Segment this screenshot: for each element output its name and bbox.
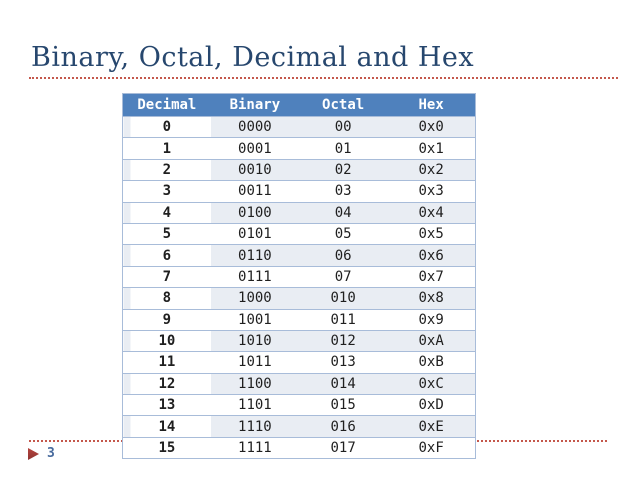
table-row: 14 1110 016 0xE — [122, 415, 476, 438]
conversion-table: Decimal Binary Octal Hex 0 0000 00 0x0 1 0001… — [122, 93, 476, 460]
cell-hex: 0x9 — [387, 309, 476, 331]
cell-octal: 010 — [299, 287, 388, 310]
cell-binary: 1100 — [210, 373, 299, 396]
cell-binary: 0111 — [210, 266, 299, 289]
cell-binary: 1000 — [210, 287, 299, 310]
cell-binary: 0011 — [210, 180, 299, 203]
table-row: 3 0011 03 0x3 — [122, 180, 476, 203]
cell-decimal: 12 — [122, 373, 211, 396]
page-marker-triangle-icon — [28, 447, 39, 460]
cell-hex: 0xB — [387, 351, 476, 374]
table-row: 0 0000 00 0x0 — [122, 116, 476, 139]
page-footer: 3 — [27, 446, 55, 461]
cell-octal: 00 — [299, 116, 388, 139]
cell-hex: 0x8 — [387, 287, 476, 310]
table-header-row: Decimal Binary Octal Hex — [122, 93, 476, 117]
cell-decimal: 2 — [122, 159, 211, 182]
cell-binary: 0000 — [210, 116, 299, 139]
cell-binary: 1101 — [210, 394, 299, 417]
cell-hex: 0xA — [387, 330, 476, 353]
table-row: 15 1111 017 0xF — [122, 437, 476, 460]
cell-decimal: 14 — [122, 415, 211, 438]
cell-decimal: 11 — [122, 351, 211, 374]
page-title: Binary, Octal, Decimal and Hex — [31, 42, 475, 73]
cell-octal: 07 — [299, 266, 388, 289]
cell-hex: 0x0 — [387, 116, 476, 139]
table-row: 11 1011 013 0xB — [122, 351, 476, 374]
cell-octal: 011 — [299, 309, 388, 331]
cell-binary: 0010 — [210, 159, 299, 182]
table-row: 7 0111 07 0x7 — [122, 266, 476, 289]
table-row: 2 0010 02 0x2 — [122, 159, 476, 182]
table-row: 10 1010 012 0xA — [122, 330, 476, 353]
cell-decimal: 3 — [122, 180, 211, 203]
cell-binary: 0001 — [210, 137, 299, 160]
column-header-decimal: Decimal — [122, 93, 211, 117]
cell-binary: 0101 — [210, 223, 299, 246]
cell-decimal: 6 — [122, 244, 211, 267]
cell-hex: 0x5 — [387, 223, 476, 246]
cell-binary: 1110 — [210, 415, 299, 438]
cell-hex: 0x6 — [387, 244, 476, 267]
cell-octal: 02 — [299, 159, 388, 182]
cell-hex: 0x4 — [387, 202, 476, 224]
cell-binary: 1011 — [210, 351, 299, 374]
title-dotted-rule — [29, 77, 618, 79]
column-header-binary: Binary — [210, 93, 299, 117]
cell-octal: 015 — [299, 394, 388, 417]
cell-octal: 016 — [299, 415, 388, 438]
cell-octal: 017 — [299, 437, 388, 460]
cell-hex: 0x2 — [387, 159, 476, 182]
table-row: 1 0001 01 0x1 — [122, 137, 476, 160]
cell-hex: 0xF — [387, 437, 476, 460]
cell-binary: 0110 — [210, 244, 299, 267]
cell-hex: 0x3 — [387, 180, 476, 203]
column-header-hex: Hex — [387, 93, 476, 117]
cell-decimal: 13 — [122, 394, 211, 417]
cell-octal: 014 — [299, 373, 388, 396]
table-row: 12 1100 014 0xC — [122, 373, 476, 396]
cell-binary: 1001 — [210, 309, 299, 331]
table-row: 6 0110 06 0x6 — [122, 244, 476, 267]
cell-octal: 013 — [299, 351, 388, 374]
cell-binary: 1111 — [210, 437, 299, 460]
cell-hex: 0xE — [387, 415, 476, 438]
cell-octal: 04 — [299, 202, 388, 224]
cell-decimal: 0 — [122, 116, 211, 139]
table-row: 4 0100 04 0x4 — [122, 202, 476, 224]
cell-decimal: 15 — [122, 437, 211, 460]
page-number: 3 — [47, 446, 55, 461]
cell-octal: 03 — [299, 180, 388, 203]
table-header: Decimal Binary Octal Hex — [122, 93, 476, 117]
cell-hex: 0xC — [387, 373, 476, 396]
cell-octal: 012 — [299, 330, 388, 353]
cell-decimal: 4 — [122, 202, 211, 224]
cell-octal: 01 — [299, 137, 388, 160]
cell-decimal: 5 — [122, 223, 211, 246]
table-row: 13 1101 015 0xD — [122, 394, 476, 417]
cell-octal: 06 — [299, 244, 388, 267]
table-row: 8 1000 010 0x8 — [122, 287, 476, 310]
cell-decimal: 9 — [122, 309, 211, 331]
cell-decimal: 1 — [122, 137, 211, 160]
table-body: 0 0000 00 0x0 1 0001 01 0x1 2 0010 02 0x2 3 0011 03 0x3… — [122, 116, 476, 460]
cell-hex: 0xD — [387, 394, 476, 417]
table-row: 9 1001 011 0x9 — [122, 309, 476, 331]
cell-binary: 0100 — [210, 202, 299, 224]
cell-decimal: 8 — [122, 287, 211, 310]
cell-hex: 0x1 — [387, 137, 476, 160]
cell-decimal: 7 — [122, 266, 211, 289]
cell-octal: 05 — [299, 223, 388, 246]
cell-binary: 1010 — [210, 330, 299, 353]
cell-hex: 0x7 — [387, 266, 476, 289]
table-row: 5 0101 05 0x5 — [122, 223, 476, 246]
cell-decimal: 10 — [122, 330, 211, 353]
column-header-octal: Octal — [299, 93, 388, 117]
